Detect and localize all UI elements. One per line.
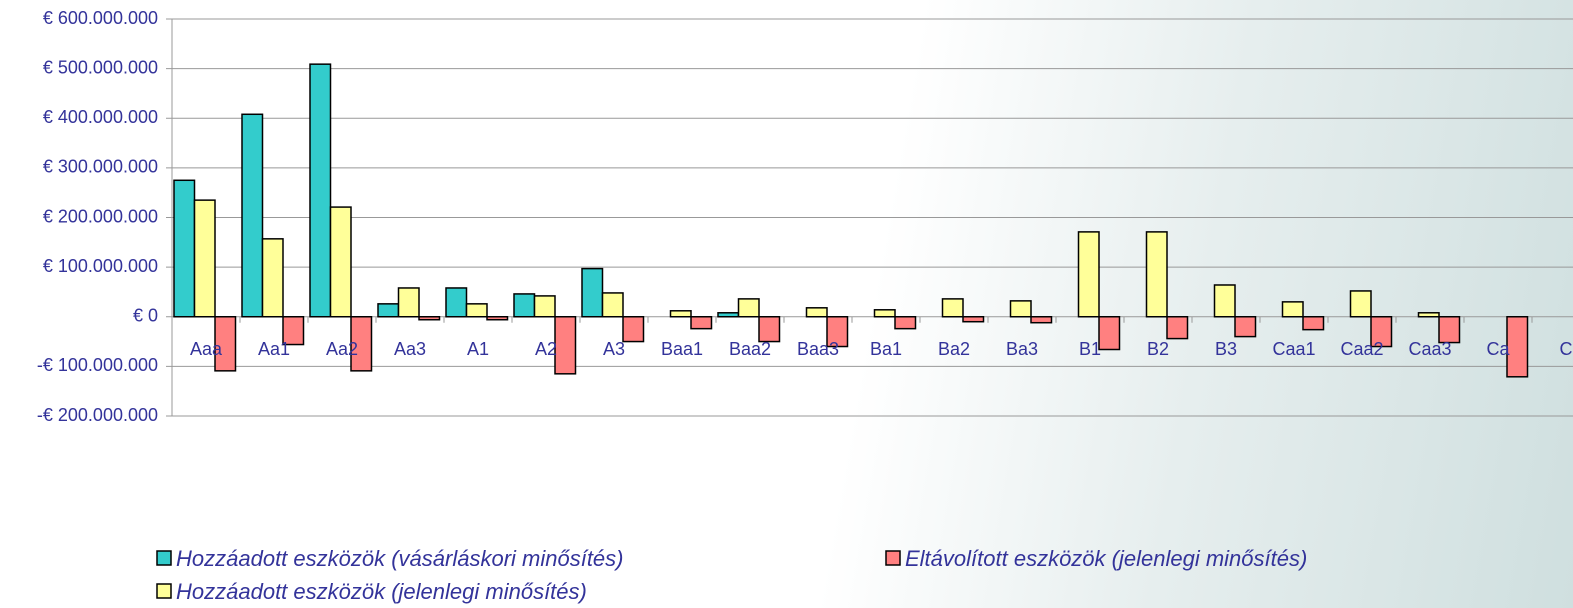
x-tick-label: Baa3 xyxy=(797,339,839,359)
x-tick-label: Baa1 xyxy=(661,339,703,359)
bar xyxy=(1281,301,1304,318)
y-tick-label: € 0 xyxy=(133,306,158,326)
bar xyxy=(465,303,488,318)
bar xyxy=(1234,316,1257,338)
x-tick-label: Aa1 xyxy=(258,339,290,359)
bar xyxy=(894,316,917,330)
bar xyxy=(350,316,373,372)
bar xyxy=(873,309,896,318)
bar xyxy=(1077,231,1100,318)
x-tick-label: Ba2 xyxy=(938,339,970,359)
bar xyxy=(601,292,624,318)
bar xyxy=(737,298,760,318)
x-tick-label: Caa2 xyxy=(1340,339,1383,359)
x-tick-label: C xyxy=(1560,339,1573,359)
bar xyxy=(962,316,985,323)
bar xyxy=(513,293,536,318)
bar xyxy=(805,307,828,318)
bar xyxy=(581,267,604,318)
x-tick-label: Ba1 xyxy=(870,339,902,359)
bar xyxy=(669,310,692,318)
bar xyxy=(1166,316,1189,340)
bar xyxy=(486,316,509,321)
legend-swatch xyxy=(156,550,172,566)
bar xyxy=(397,287,420,318)
bar xyxy=(173,179,196,318)
y-tick-label: € 200.000.000 xyxy=(43,206,158,226)
bar xyxy=(1213,284,1236,318)
x-tick-label: B1 xyxy=(1079,339,1101,359)
bar xyxy=(1030,316,1053,324)
bar xyxy=(758,316,781,343)
y-tick-label: -€ 200.000.000 xyxy=(37,405,158,425)
legend-swatch xyxy=(156,583,172,599)
x-tick-label: Ca xyxy=(1486,339,1510,359)
legend-label: Hozzáadott eszközök (vásárláskori minősí… xyxy=(176,546,624,571)
bar xyxy=(261,238,284,318)
bar xyxy=(1098,316,1121,351)
x-tick-label: A3 xyxy=(603,339,625,359)
bar xyxy=(1438,316,1461,344)
x-tick-label: Baa2 xyxy=(729,339,771,359)
bar xyxy=(1145,231,1168,318)
bar xyxy=(826,316,849,348)
bar xyxy=(554,316,577,375)
y-tick-label: € 100.000.000 xyxy=(43,256,158,276)
bar xyxy=(193,199,216,318)
x-tick-label: Aa3 xyxy=(394,339,426,359)
legend-label: Hozzáadott eszközök (jelenlegi minősítés… xyxy=(176,579,587,604)
x-tick-label: Ba3 xyxy=(1006,339,1038,359)
bar xyxy=(282,316,305,346)
bar xyxy=(445,287,468,318)
y-tick-label: € 400.000.000 xyxy=(43,107,158,127)
bar xyxy=(418,316,441,321)
bar xyxy=(1302,316,1325,331)
bar xyxy=(241,113,264,318)
x-tick-label: Aaa xyxy=(190,339,223,359)
legend-swatch xyxy=(885,550,901,566)
bar xyxy=(622,316,645,343)
bar xyxy=(717,312,740,318)
bar xyxy=(941,298,964,318)
bar xyxy=(690,316,713,330)
y-tick-label: -€ 100.000.000 xyxy=(37,355,158,375)
bar xyxy=(214,316,237,372)
x-tick-label: B3 xyxy=(1215,339,1237,359)
bar xyxy=(377,303,400,318)
y-tick-label: € 500.000.000 xyxy=(43,57,158,77)
bar xyxy=(329,206,352,318)
x-tick-label: Caa3 xyxy=(1408,339,1451,359)
bar xyxy=(309,63,332,318)
x-tick-label: B2 xyxy=(1147,339,1169,359)
bar xyxy=(1349,290,1372,318)
bar xyxy=(1370,316,1393,348)
y-tick-label: € 600.000.000 xyxy=(43,8,158,28)
bar xyxy=(1009,300,1032,318)
bar xyxy=(1417,312,1440,318)
legend-label: Eltávolított eszközök (jelenlegi minősít… xyxy=(905,546,1307,571)
bar xyxy=(1506,316,1529,378)
x-tick-label: Aa2 xyxy=(326,339,358,359)
x-tick-label: A2 xyxy=(535,339,557,359)
bar xyxy=(533,295,556,318)
y-tick-label: € 300.000.000 xyxy=(43,157,158,177)
x-tick-label: Caa1 xyxy=(1272,339,1315,359)
x-tick-label: A1 xyxy=(467,339,489,359)
